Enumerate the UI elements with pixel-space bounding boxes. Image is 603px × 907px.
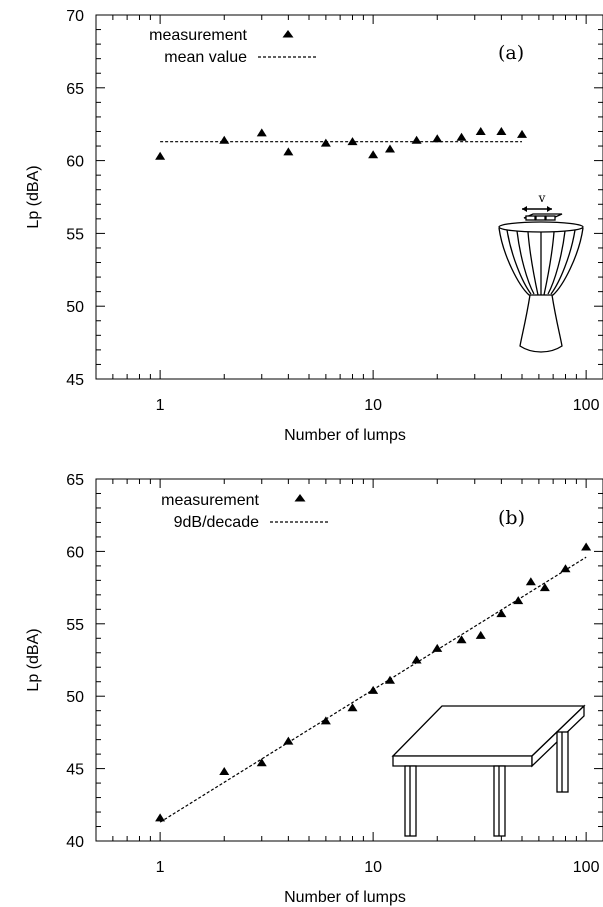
legend-entry-9db-decade: 9dB/decade xyxy=(174,514,260,531)
data-point xyxy=(384,144,395,153)
data-point xyxy=(384,675,395,684)
y-tick-label: 65 xyxy=(66,81,84,98)
legend-marker-measurement xyxy=(294,494,306,502)
panel-label: (b) xyxy=(498,507,525,529)
x-tick-label: 100 xyxy=(573,397,600,414)
panel-b-chart: 40 45 50 55 60 65 1 10 100 Number of lumps Lp (… xyxy=(25,472,603,906)
data-point xyxy=(320,716,331,725)
data-point xyxy=(283,736,294,745)
data-point xyxy=(411,655,422,664)
data-point xyxy=(475,126,486,135)
axis-ticks xyxy=(95,478,603,842)
panel-label: (a) xyxy=(498,42,524,64)
y-axis-label: Lp (dBA) xyxy=(25,165,42,228)
y-axis-label: Lp (dBA) xyxy=(25,628,42,691)
plot-frame xyxy=(95,478,603,842)
data-point xyxy=(256,758,267,767)
data-point xyxy=(496,126,507,135)
x-axis-label: Number of lumps xyxy=(284,889,406,906)
y-tick-label: 60 xyxy=(66,154,84,171)
data-point xyxy=(368,685,379,694)
data-point xyxy=(475,630,486,639)
y-tick-label: 50 xyxy=(66,299,84,316)
data-point xyxy=(256,128,267,137)
data-point xyxy=(513,596,524,605)
series-markers xyxy=(155,126,528,160)
data-point xyxy=(219,766,230,775)
data-point xyxy=(456,132,467,141)
data-point xyxy=(347,137,358,146)
legend-entry-measurement: measurement xyxy=(149,27,247,44)
y-tick-label: 70 xyxy=(66,8,84,25)
series-markers xyxy=(155,542,592,822)
data-point xyxy=(155,813,166,822)
axis-ticks xyxy=(95,14,603,380)
data-point xyxy=(517,129,528,138)
y-tick-label: 50 xyxy=(66,689,84,706)
table-icon: v xyxy=(391,704,586,837)
data-point xyxy=(539,583,550,592)
y-tick-label: 45 xyxy=(66,372,84,389)
data-point xyxy=(283,147,294,156)
x-tick-label: 100 xyxy=(573,859,600,876)
data-point xyxy=(320,138,331,147)
legend: measurement 9dB/decade xyxy=(161,492,328,531)
x-tick-labels: 1 10 100 xyxy=(156,859,600,876)
legend-entry-mean-value: mean value xyxy=(164,49,247,66)
y-tick-label: 45 xyxy=(66,762,84,779)
data-point xyxy=(496,609,507,618)
djembe-drum-icon: v xyxy=(498,191,584,353)
panel-a-chart: 45 50 55 60 65 70 1 10 100 Number of lumps Lp (… xyxy=(25,8,603,444)
data-point xyxy=(347,703,358,712)
x-tick-label: 1 xyxy=(156,397,165,414)
y-tick-label: 55 xyxy=(66,226,84,243)
legend-entry-measurement: measurement xyxy=(161,492,259,509)
data-point xyxy=(456,635,467,644)
x-axis-label: Number of lumps xyxy=(284,427,406,444)
velocity-label: v xyxy=(538,191,546,205)
x-tick-label: 1 xyxy=(156,859,165,876)
legend-marker-measurement xyxy=(282,30,294,38)
x-tick-label: 10 xyxy=(364,859,382,876)
data-point xyxy=(155,151,166,160)
x-tick-label: 10 xyxy=(364,397,382,414)
data-point xyxy=(432,134,443,143)
data-point xyxy=(411,135,422,144)
y-tick-label: 55 xyxy=(66,617,84,634)
y-tick-label: 40 xyxy=(66,834,84,851)
y-tick-label: 60 xyxy=(66,544,84,561)
data-point xyxy=(219,135,230,144)
data-point xyxy=(525,577,536,586)
legend: measurement mean value xyxy=(149,27,316,66)
y-tick-labels: 40 45 50 55 60 65 xyxy=(66,472,84,851)
y-tick-labels: 45 50 55 60 65 70 xyxy=(66,8,84,389)
data-point xyxy=(560,564,571,573)
x-tick-labels: 1 10 100 xyxy=(156,397,600,414)
data-point xyxy=(368,150,379,159)
data-point xyxy=(581,542,592,551)
y-tick-label: 65 xyxy=(66,472,84,489)
data-point xyxy=(432,643,443,652)
plot-frame xyxy=(95,14,603,380)
